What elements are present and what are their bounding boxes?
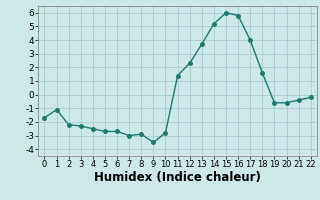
X-axis label: Humidex (Indice chaleur): Humidex (Indice chaleur) [94,171,261,184]
